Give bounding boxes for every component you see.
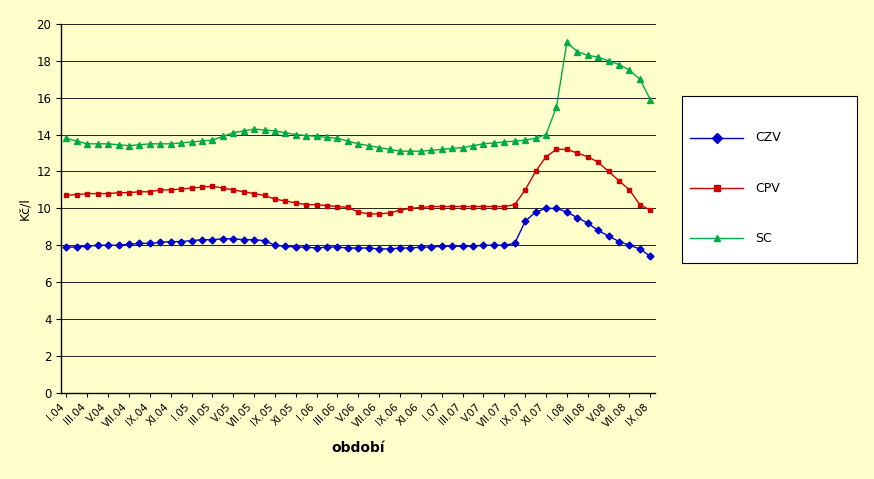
SC [61, 136, 72, 141]
SC [468, 143, 478, 148]
SC [395, 148, 406, 154]
SC [93, 141, 103, 147]
SC [562, 40, 572, 46]
CZV [645, 253, 656, 259]
SC [311, 134, 322, 139]
CPV [93, 191, 103, 196]
SC [82, 141, 93, 147]
CPV [82, 191, 93, 196]
CPV [364, 211, 374, 217]
CZV [541, 205, 551, 211]
SC [478, 141, 489, 147]
CZV [61, 244, 72, 250]
CZV [311, 245, 322, 251]
CPV [645, 207, 656, 213]
Text: SC: SC [755, 232, 772, 245]
CPV [61, 193, 72, 198]
Line: CZV: CZV [64, 206, 653, 259]
CPV [468, 204, 478, 209]
Y-axis label: Kč/l: Kč/l [17, 197, 31, 220]
CPV [218, 185, 228, 191]
CZV [218, 236, 228, 242]
CZV [457, 243, 468, 249]
Text: CZV: CZV [755, 131, 780, 144]
Line: CPV: CPV [64, 147, 653, 217]
CZV [468, 243, 478, 249]
CZV [93, 242, 103, 248]
CPV [311, 202, 322, 207]
CPV [551, 147, 562, 152]
Line: SC: SC [64, 40, 653, 154]
CPV [478, 204, 489, 209]
SC [645, 97, 656, 103]
CZV [82, 243, 93, 249]
Text: CPV: CPV [755, 182, 780, 194]
SC [218, 134, 228, 139]
X-axis label: období: období [331, 441, 385, 455]
